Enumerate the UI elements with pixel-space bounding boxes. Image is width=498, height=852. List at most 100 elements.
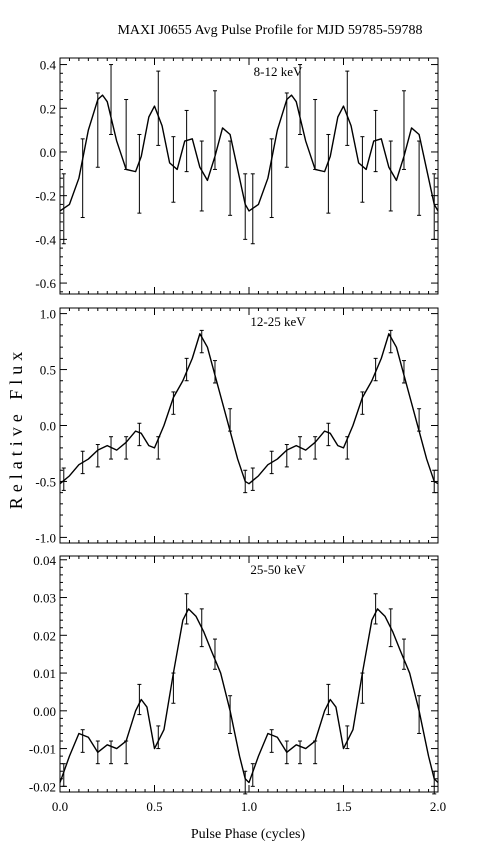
y-tick-label: -0.01 [29, 742, 56, 757]
error-bar [345, 725, 350, 750]
error-bar [432, 770, 437, 795]
x-tick-label: 1.5 [335, 799, 351, 814]
error-bar [417, 408, 422, 432]
y-tick-label: 0.01 [33, 666, 56, 681]
y-tick-label: -1.0 [35, 530, 56, 545]
error-bar [298, 740, 303, 765]
error-bar [137, 683, 142, 716]
error-bar [212, 638, 217, 670]
error-bar [61, 467, 66, 491]
error-bar [401, 90, 406, 170]
error-bar [199, 329, 204, 354]
error-bar [95, 92, 100, 168]
error-bar [228, 140, 233, 216]
error-bar [61, 173, 66, 245]
y-tick-label: -0.5 [35, 474, 56, 489]
panel-frame [59, 307, 439, 544]
error-bar [388, 140, 393, 212]
y-tick-label: 0.04 [33, 553, 56, 568]
error-bar [345, 436, 350, 460]
error-bar [360, 136, 365, 203]
panels-group: -0.6 -0.4 -0.2 0.0 0.2 0.4 8-12 keV -1.0 -0.5 0.0… [29, 57, 446, 814]
error-bar [269, 450, 274, 475]
error-bar [243, 770, 248, 795]
error-bar [345, 70, 350, 146]
panel-3: -0.02 -0.01 0.00 0.01 0.02 0.03 0.04 25-50 keV [29, 553, 439, 795]
y-tick-label: -0.4 [35, 232, 56, 247]
x-tick-label: 1.0 [241, 799, 257, 814]
panel-2: -1.0 -0.5 0.0 0.5 1.0 12-25 keV [35, 307, 439, 545]
error-bar [360, 672, 365, 704]
error-bar [417, 140, 422, 216]
error-bar [373, 593, 378, 625]
error-bar [199, 140, 204, 212]
band-label: 12-25 keV [250, 314, 306, 329]
y-tick-label: -0.02 [29, 779, 56, 794]
y-tick-label: 0.0 [40, 419, 56, 434]
error-bar [284, 444, 289, 468]
error-bar [313, 740, 318, 765]
profile-curve [59, 608, 439, 784]
y-tick-label: 0.03 [33, 591, 56, 606]
y-tick-label: 0.0 [40, 145, 56, 160]
y-tick-label: 0.5 [40, 363, 56, 378]
y-tick-label: 0.4 [40, 58, 57, 73]
error-bar [109, 64, 114, 135]
error-bar [156, 436, 161, 460]
error-bar [156, 725, 161, 750]
error-bar [417, 695, 422, 734]
y-tick-label: 1.0 [40, 307, 56, 322]
error-bar [269, 138, 274, 219]
error-bar [298, 436, 303, 460]
error-bar [137, 133, 142, 214]
error-bar [137, 422, 142, 447]
error-bar [212, 360, 217, 384]
error-bar [388, 608, 393, 648]
error-bar [243, 469, 248, 494]
error-bar [124, 436, 129, 460]
error-bar [109, 436, 114, 460]
error-bar [80, 450, 85, 475]
band-label: 8-12 keV [254, 64, 303, 79]
x-axis-label: Pulse Phase (cycles) [191, 827, 306, 842]
error-bar [95, 444, 100, 468]
y-tick-label: 0.02 [33, 628, 56, 643]
error-bar [326, 133, 331, 214]
error-bar [388, 329, 393, 354]
error-bar [313, 436, 318, 460]
panel-frame [59, 555, 439, 793]
error-bar [109, 740, 114, 765]
x-tick-label: 2.0 [430, 799, 446, 814]
error-bar [269, 729, 274, 753]
error-bar [250, 763, 255, 787]
error-bar [243, 173, 248, 240]
y-tick-label: 0.2 [40, 101, 56, 116]
error-bar [401, 360, 406, 384]
error-bar [432, 469, 437, 494]
y-tick-label: 0.00 [33, 704, 56, 719]
error-bar [284, 92, 289, 168]
profile-curve [59, 94, 439, 212]
y-axis-label: Relative Flux [6, 347, 26, 510]
error-bar [360, 391, 365, 415]
error-bar [284, 740, 289, 765]
error-bar [171, 672, 176, 704]
error-bar [124, 740, 129, 765]
panel-frame [59, 57, 439, 295]
profile-curve [59, 333, 439, 485]
error-bar [171, 136, 176, 203]
x-tick-label: 0.5 [146, 799, 162, 814]
error-bar [80, 729, 85, 753]
error-bar [250, 467, 255, 491]
x-tick-label: 0.0 [52, 799, 68, 814]
error-bar [373, 357, 378, 382]
y-tick-label: -0.2 [35, 189, 56, 204]
error-bar [401, 638, 406, 670]
error-bar [432, 173, 437, 240]
error-bar [156, 70, 161, 146]
error-bar [228, 695, 233, 734]
error-bar [184, 357, 189, 382]
error-bar [313, 99, 318, 170]
error-bar [171, 391, 176, 415]
